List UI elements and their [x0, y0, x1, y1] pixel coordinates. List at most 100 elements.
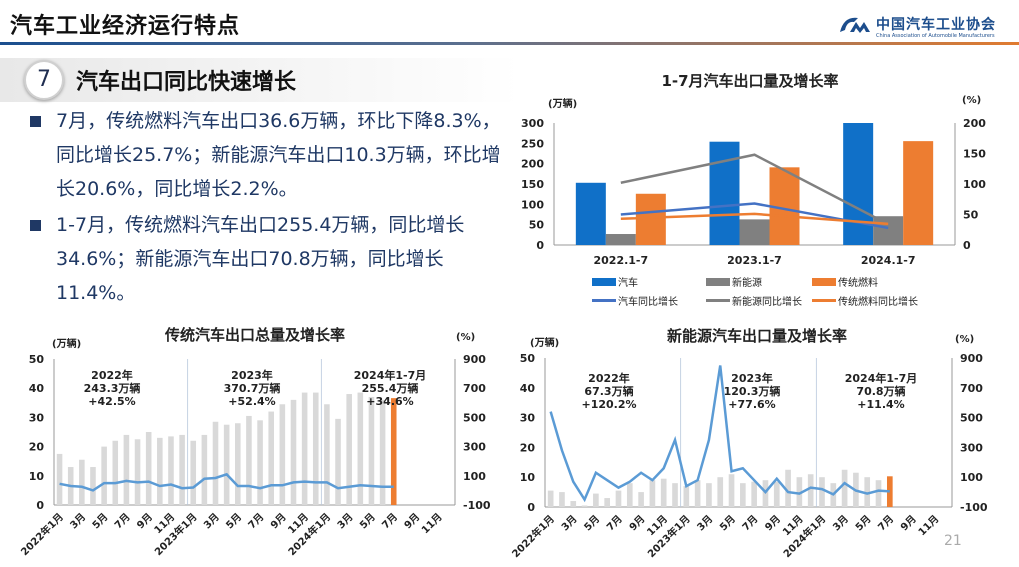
chart1-right-unit: (%): [962, 95, 982, 106]
monthly-bar: [390, 398, 397, 505]
monthly-bar: [379, 399, 386, 505]
x-tick-label: 5月: [717, 513, 737, 533]
line-新能源同比增长: [620, 153, 889, 226]
y2-tick-label: 300: [463, 441, 486, 454]
legend-item-ice: 传统燃料: [812, 274, 878, 289]
y-tick-label: 50: [520, 352, 536, 365]
monthly-bar: [324, 404, 330, 505]
x-tick-label: 7月: [876, 513, 896, 533]
monthly-bar: [773, 481, 780, 507]
monthly-bar: [706, 483, 712, 507]
monthly-bar: [368, 396, 375, 505]
y2-tick-label: 300: [960, 441, 983, 454]
y2-tick-label: 100: [463, 470, 486, 483]
x-tick-label: 5月: [582, 513, 602, 533]
legend-item-car-growth: 汽车同比增长: [592, 293, 678, 308]
legend-swatch: [706, 277, 730, 286]
legend-item-ice-growth: 传统燃料同比增长: [812, 293, 918, 308]
legend-line: [706, 299, 730, 302]
monthly-bar: [559, 492, 565, 507]
x-tick-label: 3月: [830, 513, 850, 533]
monthly-bar: [638, 492, 644, 507]
y-tick-label: 30: [29, 411, 45, 424]
legend-line: [812, 299, 836, 302]
monthly-bar: [145, 432, 152, 505]
y-tick-label: 10: [520, 471, 536, 484]
legend-label: 传统燃料同比增长: [838, 297, 918, 308]
monthly-bar: [112, 440, 119, 505]
y-tick-label: 50: [529, 219, 545, 232]
bar-新能源: [739, 219, 770, 245]
bullet-text: 7月，传统燃料汽车出口36.6万辆，环比下降8.3%，同比增长25.7%；新能源…: [56, 110, 501, 200]
chart2-title: 传统汽车出口总量及增长率: [164, 326, 346, 344]
logo-text-cn: 中国汽车工业协会: [876, 17, 996, 33]
monthly-bar: [101, 446, 107, 505]
monthly-bar: [290, 399, 297, 505]
y2-tick-label: 100: [960, 471, 983, 484]
y2-tick-label: 50: [963, 209, 979, 222]
caam-logo: 中国汽车工业协会 China Association of Automobile…: [838, 14, 1013, 40]
monthly-bar: [581, 505, 588, 507]
y-tick-label: 200: [521, 158, 544, 171]
monthly-bar: [179, 434, 185, 505]
bullet-text: 1-7月，传统燃料汽车出口255.4万辆，同比增长34.6%；新能源汽车出口70…: [56, 214, 465, 304]
monthly-bar: [168, 436, 174, 505]
chart1-left-unit: (万辆): [548, 99, 578, 110]
growth-line: [549, 365, 890, 503]
y-tick-label: 0: [527, 501, 535, 514]
x-tick-label: 11月: [916, 513, 941, 538]
chart2-annotation-2024: 2024年1-7月 255.4万辆 +34.6%: [353, 369, 427, 408]
monthly-bar: [257, 420, 263, 505]
monthly-bar: [123, 434, 130, 505]
monthly-bar: [615, 490, 622, 507]
monthly-bar: [593, 493, 599, 507]
caam-logo-icon: [840, 17, 870, 33]
y-tick-label: 20: [520, 441, 536, 454]
monthly-bar: [246, 415, 252, 505]
line-传统燃料同比增长: [620, 212, 889, 226]
chart2-left-unit: (万辆): [52, 339, 82, 350]
monthly-bar: [235, 423, 241, 505]
legend-item-nev-growth: 新能源同比增长: [706, 293, 802, 308]
y2-tick-label: -100: [463, 499, 491, 512]
monthly-bar: [190, 440, 197, 505]
chart3-annotation-2023: 2023年 120.3万辆 +77.6%: [723, 372, 781, 411]
monthly-bar: [134, 439, 141, 505]
legend-label: 新能源: [732, 278, 762, 289]
monthly-bar: [301, 392, 308, 505]
legend-line: [592, 299, 616, 302]
monthly-bar: [79, 459, 85, 505]
page-header-title: 汽车工业经济运行特点: [10, 14, 241, 39]
chart3-left-unit: (万辆): [530, 338, 560, 349]
monthly-bar: [728, 474, 735, 507]
x-tick-label: 2022.1-7: [593, 254, 648, 267]
monthly-bar: [357, 392, 364, 505]
bullet-square-icon: [30, 116, 41, 127]
x-tick-label: 5月: [853, 513, 873, 533]
x-tick-label: 2024.1-7: [861, 254, 916, 267]
chart2-right-unit: (%): [456, 332, 476, 343]
chart3-annotation-2024: 2024年1-7月 70.8万辆 +11.4%: [844, 372, 918, 411]
monthly-bar: [886, 476, 893, 507]
y2-tick-label: 700: [960, 382, 983, 395]
bullet-item: 1-7月，传统燃料汽车出口255.4万辆，同比增长34.6%；新能源汽车出口70…: [28, 208, 508, 310]
bar-汽车: [575, 182, 606, 245]
monthly-bar: [796, 477, 803, 507]
section-title: 汽车出口同比快速增长: [76, 70, 297, 95]
monthly-bar: [864, 477, 871, 507]
monthly-bar: [279, 404, 286, 505]
y2-tick-label: 150: [963, 148, 986, 161]
legend-label: 汽车同比增长: [618, 297, 678, 308]
monthly-bar: [672, 483, 678, 507]
y-tick-label: 0: [536, 239, 544, 252]
section-banner: [0, 58, 520, 102]
chart1-title: 1-7月汽车出口量及增长率: [661, 72, 839, 90]
growth-line: [59, 472, 394, 492]
y2-tick-label: 900: [960, 352, 983, 365]
y-tick-label: 50: [29, 353, 45, 366]
page-number: 21: [944, 533, 962, 549]
y-tick-label: 250: [521, 137, 544, 150]
monthly-bar: [56, 453, 63, 505]
